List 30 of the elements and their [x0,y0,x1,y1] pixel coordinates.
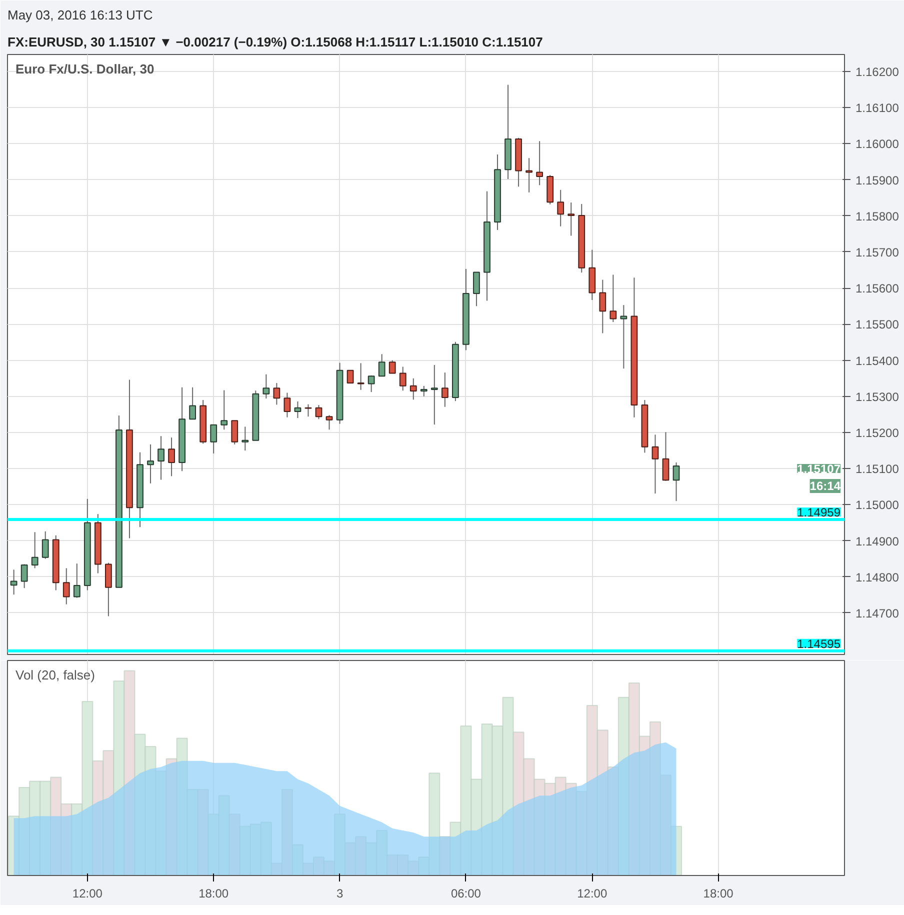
x-tick-label: 12:00 [72,886,103,900]
y-tick-label: 1.15400 [856,354,900,368]
x-tick-label: 12:00 [577,886,608,900]
x-tick-label: 06:00 [450,886,482,900]
y-tick-label: 1.16100 [856,101,900,116]
x-tick-label: 18:00 [703,886,734,900]
ref-line-label: 1.14595 [797,636,841,651]
annotation: 16:14 [810,479,841,494]
chart-title: Vol (20, false) [16,668,95,682]
y-tick-label: 1.15700 [856,245,900,260]
y-tick-label: 1.14700 [856,606,900,620]
y-tick-label: 1.15100 [856,462,900,476]
chart-title: FX:EURUSD, 30 1.15107 ▼ −0.00217 (−0.19%) O:1.15068 H:1.15117 L:1.15010 C:1.15107 [8,34,543,50]
y-tick-label: 1.16000 [856,137,900,152]
y-tick-label: 1.14800 [856,570,900,584]
y-tick-label: 1.15800 [856,209,900,224]
y-tick-label: 1.15600 [856,282,900,296]
ref-line-label: 1.14959 [797,505,841,520]
annotation: Euro Fx/U.S. Dollar, 30 [16,62,154,76]
y-tick-label: 1.15500 [856,318,900,332]
y-tick-label: 1.14900 [856,534,900,548]
y-tick-label: 1.16200 [856,64,900,79]
y-tick-label: 1.15900 [856,173,900,188]
chart-subtitle: May 03, 2016 16:13 UTC [8,8,153,22]
y-tick-label: 1.15300 [856,390,900,404]
x-tick-label: 3 [336,886,344,900]
y-tick-label: 1.15200 [856,426,900,440]
annotation: 1.15107 [797,462,841,476]
y-tick-label: 1.15000 [856,498,900,512]
x-tick-label: 18:00 [198,886,229,900]
